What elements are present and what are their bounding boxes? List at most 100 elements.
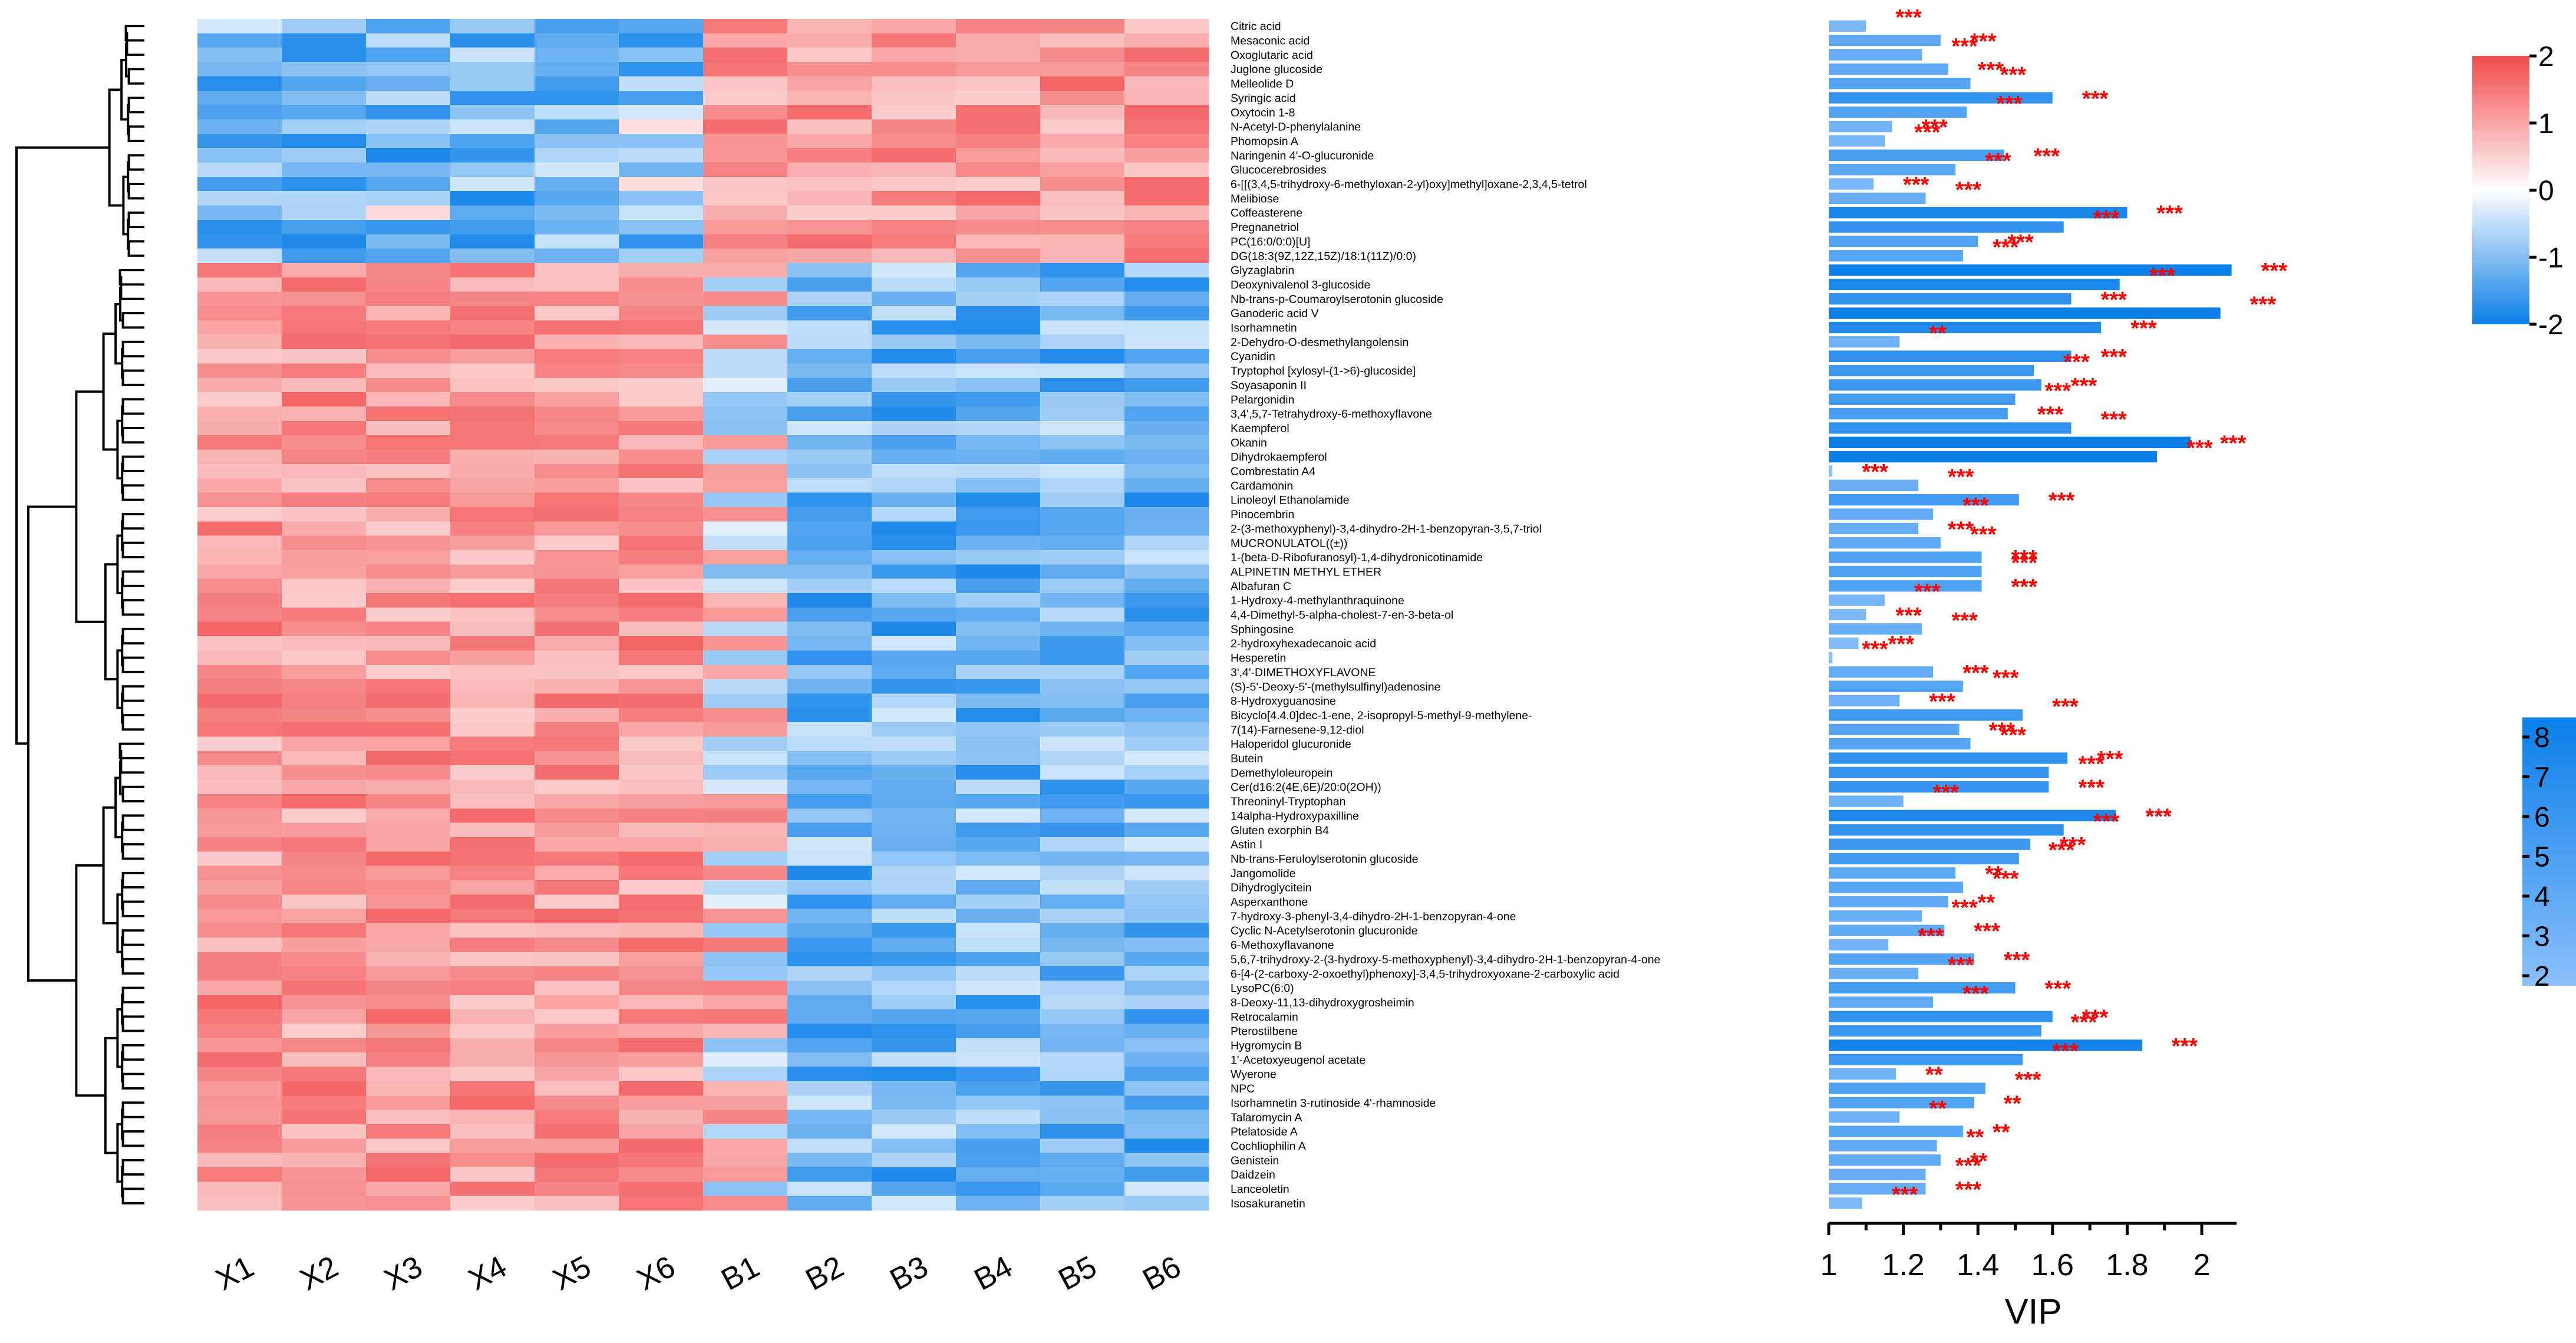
heatmap-cell xyxy=(872,607,956,623)
heatmap-cell xyxy=(366,205,451,220)
heatmap-cell xyxy=(1124,19,1209,34)
heatmap-cell xyxy=(956,1110,1041,1125)
vip-bar xyxy=(1829,824,2064,836)
heatmap-cell xyxy=(787,765,872,781)
heatmap-cell xyxy=(787,894,872,910)
heatmap-cell xyxy=(282,33,367,48)
vip-bar xyxy=(1829,939,1889,951)
significance-label: *** xyxy=(2261,259,2288,284)
dendrogram-branch xyxy=(121,814,144,831)
heatmap-cell xyxy=(703,1153,788,1168)
heatmap-cell xyxy=(787,47,872,62)
heatmap-cell xyxy=(366,722,451,738)
heatmap-cell xyxy=(787,995,872,1010)
heatmap-cell xyxy=(197,736,282,752)
heatmap-cell xyxy=(197,521,282,536)
heatmap-cell xyxy=(956,334,1041,350)
heatmap-cell xyxy=(535,1153,619,1168)
heatmap-cell xyxy=(1124,1066,1209,1082)
sample-labels: X1 X2 X3 X4 X5 X6 B1 B2 B3 B4 B5 B6 xyxy=(210,1249,1186,1297)
heatmap-cell xyxy=(282,549,367,565)
heatmap-cell xyxy=(535,908,619,924)
heatmap-cell xyxy=(366,420,451,436)
heatmap-cell xyxy=(1040,62,1125,77)
heatmap-cell xyxy=(197,722,282,738)
heatmap-cell xyxy=(956,492,1041,508)
vip-colorbar-tick-label: 7 xyxy=(2534,762,2550,794)
heatmap-cell xyxy=(787,923,872,938)
vip-bar xyxy=(1829,77,1971,90)
heatmap-cell xyxy=(450,952,535,967)
heatmap-cell xyxy=(619,1095,704,1111)
heatmap-cell xyxy=(956,707,1041,723)
heatmap-cell xyxy=(282,779,367,795)
heatmap-cell xyxy=(703,1124,788,1139)
heatmap-cell xyxy=(197,865,282,881)
vip-bar xyxy=(1829,752,2068,764)
vip-bar xyxy=(1829,1010,2053,1022)
vip-bar xyxy=(1829,1197,1862,1209)
heatmap-cell xyxy=(282,722,367,738)
heatmap-cell xyxy=(787,880,872,895)
heatmap-cell xyxy=(619,463,704,479)
heatmap-cell xyxy=(535,62,619,77)
heatmap-cell xyxy=(872,1167,956,1182)
vip-bar xyxy=(1829,723,1960,735)
heatmap-cell xyxy=(450,593,535,608)
heatmap-cell xyxy=(366,349,451,364)
heatmap-cell xyxy=(787,578,872,594)
heatmap-cell xyxy=(1040,564,1125,580)
significance-label: *** xyxy=(1948,465,1974,489)
heatmap-cell xyxy=(787,162,872,177)
heatmap-cell xyxy=(1124,851,1209,867)
heatmap-cell xyxy=(366,1153,451,1168)
metabolite-label: PC(16:0/0:0)[U] xyxy=(1231,235,1310,248)
vip-colorbar-tick-label: 8 xyxy=(2534,722,2550,753)
heatmap-cell xyxy=(366,765,451,781)
heatmap-cell xyxy=(956,607,1041,623)
heatmap-cell xyxy=(197,162,282,177)
heatmap-cell xyxy=(619,1196,704,1211)
dendrogram-branch xyxy=(127,125,144,142)
heatmap-cell xyxy=(197,47,282,62)
vip-colorbar-tick-label: 6 xyxy=(2534,802,2550,833)
significance-label: *** xyxy=(2071,374,2097,399)
heatmap-cell xyxy=(366,219,451,235)
dendrogram-branch xyxy=(121,398,144,415)
heatmap-cell xyxy=(1040,392,1125,407)
heatmap-cell xyxy=(872,19,956,34)
heatmap-cell xyxy=(872,234,956,249)
heatmap-cell xyxy=(956,105,1041,120)
vip-bar xyxy=(1829,594,1885,606)
metabolite-label: Deoxynivalenol 3-glucoside xyxy=(1231,278,1370,291)
heatmap-cell xyxy=(366,377,451,393)
heatmap-cell xyxy=(703,1009,788,1025)
dendrogram-branch xyxy=(121,635,124,666)
heatmap-cell xyxy=(619,693,704,709)
metabolite-label: Butein xyxy=(1231,752,1263,765)
heatmap-cell xyxy=(619,33,704,48)
heatmap-cell xyxy=(619,837,704,852)
heatmap-cell xyxy=(703,1052,788,1068)
dendrogram-branch xyxy=(127,96,144,114)
heatmap-cell xyxy=(1124,262,1209,278)
significance-label: *** xyxy=(2082,1005,2109,1030)
heatmap-cell xyxy=(703,1081,788,1096)
metabolite-label: 8-Deoxy-11,13-dihydroxygrosheimin xyxy=(1231,996,1414,1009)
heatmap-cell xyxy=(703,320,788,335)
heatmap-cell xyxy=(535,392,619,407)
heatmap-cell xyxy=(1124,664,1209,680)
heatmap-cell xyxy=(535,650,619,666)
heatmap-cell xyxy=(1040,133,1125,149)
heatmap-cell xyxy=(282,262,367,278)
heatmap-cell xyxy=(282,908,367,924)
heatmap-cell xyxy=(197,894,282,910)
heatmap-cell xyxy=(1040,722,1125,738)
heatmap-cell xyxy=(535,234,619,249)
sample-label: X2 xyxy=(295,1249,344,1297)
dendrogram-branch xyxy=(121,1044,144,1061)
heatmap-cell xyxy=(787,349,872,364)
metabolite-label: Sphingosine xyxy=(1231,623,1294,636)
dendrogram-branch xyxy=(121,929,144,946)
heatmap-cell xyxy=(197,406,282,422)
